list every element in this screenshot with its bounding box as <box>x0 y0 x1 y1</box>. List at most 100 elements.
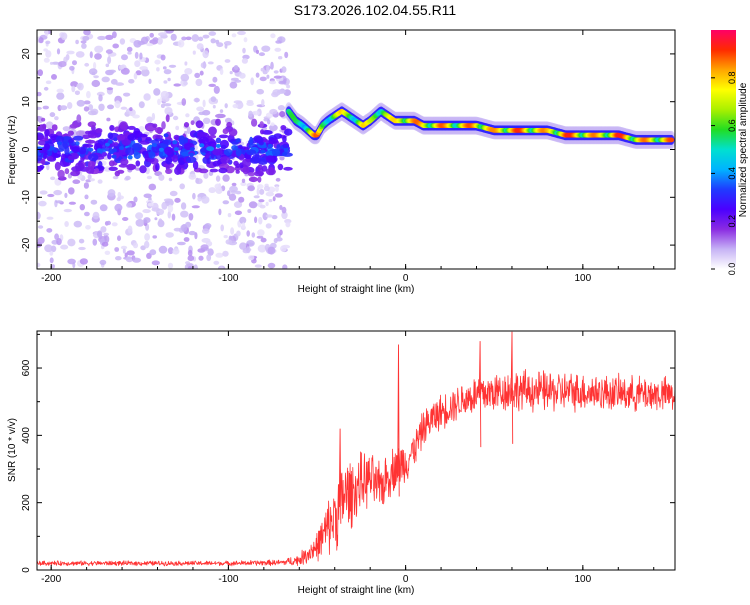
noise-blob <box>241 178 246 183</box>
noise-blob <box>233 201 243 209</box>
noise-blob <box>56 238 62 246</box>
noise-blob <box>250 77 255 86</box>
noise-blob <box>279 156 285 161</box>
spectrogram-marks <box>37 30 675 269</box>
noise-blob <box>167 204 174 213</box>
noise-blob <box>43 86 49 91</box>
noise-blob <box>120 158 129 166</box>
noise-blob <box>147 157 155 163</box>
noise-blob <box>258 199 265 203</box>
noise-blob <box>60 153 66 162</box>
noise-blob <box>197 196 202 202</box>
noise-blob <box>76 114 82 123</box>
noise-blob <box>224 103 228 109</box>
noise-blob <box>259 188 265 195</box>
noise-blob <box>268 199 273 203</box>
noise-blob <box>82 36 90 41</box>
noise-blob <box>81 43 87 49</box>
noise-blob <box>204 223 212 229</box>
noise-speck <box>267 143 273 148</box>
noise-blob <box>97 230 103 238</box>
noise-blob <box>68 187 75 195</box>
noise-blob <box>181 151 190 157</box>
noise-blob <box>126 202 133 208</box>
noise-blob <box>188 173 197 180</box>
noise-blob <box>45 80 52 85</box>
noise-blob <box>286 84 291 89</box>
noise-blob <box>257 244 267 253</box>
noise-blob <box>275 186 279 192</box>
noise-blob <box>105 63 110 68</box>
noise-blob <box>85 166 95 174</box>
noise-blob <box>158 32 167 37</box>
noise-blob <box>219 266 224 269</box>
noise-blob <box>233 65 239 70</box>
noise-blob <box>235 190 242 195</box>
noise-blob <box>113 137 118 142</box>
noise-blob <box>104 235 110 244</box>
noise-blob <box>39 190 48 195</box>
noise-blob <box>135 160 141 167</box>
noise-blob <box>210 38 216 44</box>
noise-blob <box>49 61 54 65</box>
noise-blob <box>261 45 271 52</box>
noise-blob <box>203 172 209 179</box>
noise-blob <box>272 196 276 202</box>
noise-blob <box>208 171 214 176</box>
noise-blob <box>193 97 200 103</box>
noise-speck <box>172 140 178 145</box>
noise-blob <box>135 70 142 76</box>
noise-blob <box>89 178 96 182</box>
noise-blob <box>87 110 97 116</box>
noise-blob <box>281 206 287 214</box>
noise-speck <box>189 147 195 152</box>
noise-speck <box>199 143 205 148</box>
noise-blob <box>69 65 75 71</box>
noise-blob <box>196 106 205 112</box>
noise-blob <box>200 147 208 153</box>
snr-marks <box>37 331 675 567</box>
noise-blob <box>242 47 246 54</box>
noise-blob <box>112 175 119 180</box>
noise-blob <box>158 174 165 181</box>
noise-blob <box>247 172 255 177</box>
noise-blob <box>148 78 152 85</box>
noise-blob <box>181 98 187 106</box>
noise-blob <box>64 146 70 156</box>
noise-blob <box>134 60 141 68</box>
noise-blob <box>46 156 54 162</box>
noise-blob <box>183 81 188 86</box>
noise-blob <box>271 148 281 157</box>
noise-blob <box>208 31 217 36</box>
noise-blob <box>234 79 242 83</box>
noise-speck <box>173 147 179 152</box>
noise-blob <box>252 110 260 116</box>
noise-blob <box>45 121 54 129</box>
noise-blob <box>46 216 54 220</box>
noise-speck <box>107 139 113 144</box>
noise-blob <box>131 142 143 151</box>
noise-blob <box>160 90 169 99</box>
noise-blob <box>139 66 148 71</box>
y-tick-label: -10 <box>21 190 32 205</box>
noise-blob <box>247 209 252 213</box>
noise-blob <box>127 225 133 234</box>
noise-blob <box>282 264 288 269</box>
noise-blob <box>223 235 228 239</box>
noise-blob <box>59 105 68 111</box>
noise-blob <box>90 199 98 205</box>
noise-blob <box>158 218 163 225</box>
y-tick-label: 400 <box>21 427 32 444</box>
noise-blob <box>240 181 247 187</box>
noise-blob <box>45 50 52 58</box>
noise-blob <box>231 145 239 151</box>
noise-blob <box>172 248 180 255</box>
noise-blob <box>273 70 279 74</box>
noise-blob <box>241 58 248 64</box>
noise-blob <box>280 245 287 252</box>
noise-blob <box>120 106 128 110</box>
noise-blob <box>233 160 239 166</box>
noise-blob <box>126 250 135 256</box>
noise-blob <box>236 230 241 237</box>
